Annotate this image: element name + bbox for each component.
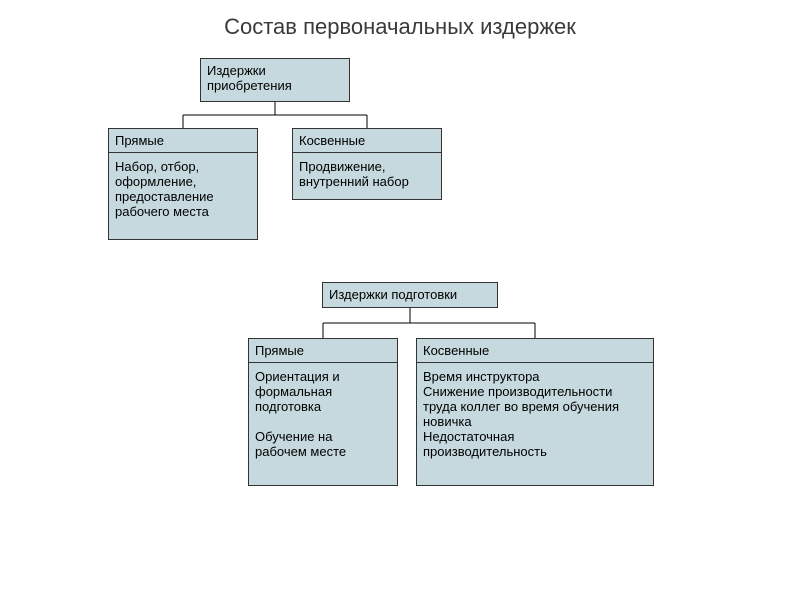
node-header: Косвенные [293, 129, 441, 153]
node-body: Ориентация и формальная подготовка Обуче… [249, 363, 397, 465]
node-prep: Издержки подготовки [322, 282, 498, 308]
node-prep-direct: ПрямыеОриентация и формальная подготовка… [248, 338, 398, 486]
page-title: Состав первоначальных издержек [0, 14, 800, 40]
node-body: Время инструктора Снижение производитель… [417, 363, 653, 465]
node-acq: Издержки приобретения [200, 58, 350, 102]
node-label: Издержки приобретения [201, 59, 349, 97]
node-header: Косвенные [417, 339, 653, 363]
node-label: Издержки подготовки [323, 283, 497, 306]
node-header: Прямые [109, 129, 257, 153]
node-body: Набор, отбор, оформление, предоставление… [109, 153, 257, 225]
node-acq-direct: ПрямыеНабор, отбор, оформление, предоста… [108, 128, 258, 240]
node-acq-indirect: КосвенныеПродвижение, внутренний набор [292, 128, 442, 200]
node-prep-indirect: КосвенныеВремя инструктора Снижение прои… [416, 338, 654, 486]
node-body: Продвижение, внутренний набор [293, 153, 441, 195]
node-header: Прямые [249, 339, 397, 363]
